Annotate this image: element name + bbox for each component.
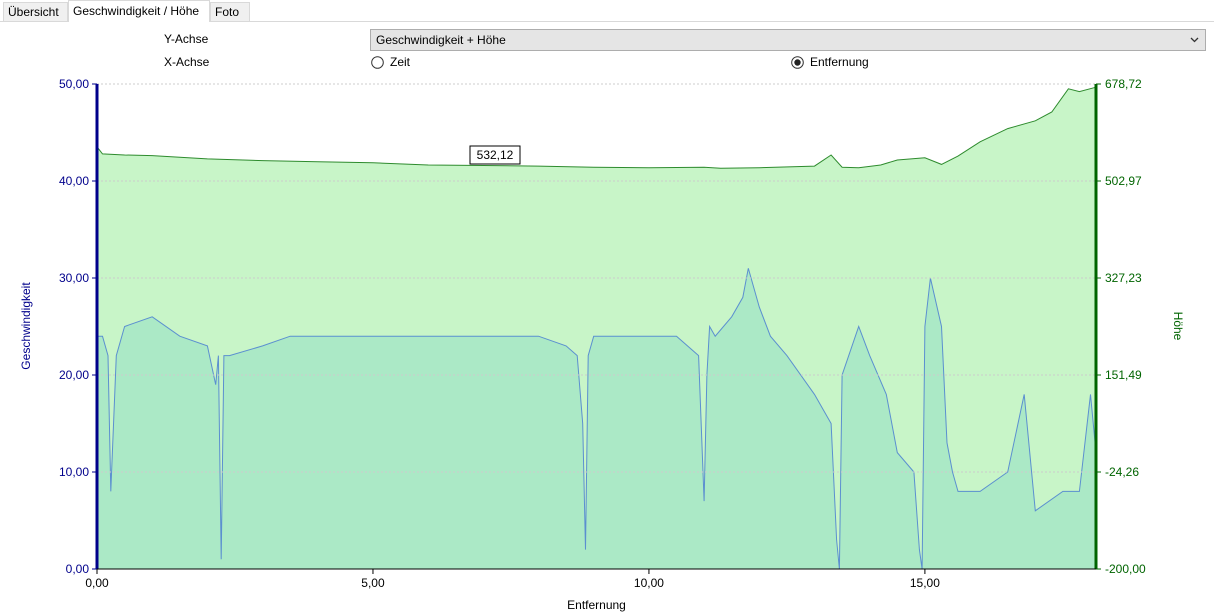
x-tick-label: 0,00 <box>85 576 109 590</box>
y-left-tick-label: 10,00 <box>59 465 89 479</box>
y-right-tick-label: 327,23 <box>1105 271 1142 285</box>
y-left-tick-label: 20,00 <box>59 368 89 382</box>
y-right-axis-title: Höhe <box>1171 312 1185 341</box>
tab-bar-divider <box>0 21 1214 22</box>
radio-unchecked-icon <box>371 56 384 69</box>
radio-zeit-label: Zeit <box>390 55 411 69</box>
speed-area <box>97 268 1096 569</box>
y-axis-label: Y-Achse <box>164 32 209 46</box>
y-left-axis-title: Geschwindigkeit <box>19 282 33 370</box>
radio-entfernung[interactable]: Entfernung <box>791 55 891 71</box>
value-tooltip-text: 532,12 <box>477 148 514 162</box>
tab-speed-elevation[interactable]: Geschwindigkeit / Höhe <box>68 0 210 22</box>
speed-line <box>97 268 1097 570</box>
radio-zeit[interactable]: Zeit <box>371 55 431 71</box>
y-left-tick-label: 40,00 <box>59 174 89 188</box>
elevation-line <box>96 86 1097 169</box>
tab-overview[interactable]: Übersicht <box>3 2 68 21</box>
x-axis-label: X-Achse <box>164 55 210 69</box>
radio-entfernung-label: Entfernung <box>810 55 869 69</box>
y-right-tick-label: 502,97 <box>1105 174 1142 188</box>
y-right-tick-label: 678,72 <box>1105 77 1142 91</box>
y-axis-dropdown[interactable]: Geschwindigkeit + Höhe <box>370 29 1206 51</box>
y-right-tick-label: 151,49 <box>1105 368 1142 382</box>
y-left-tick-label: 0,00 <box>66 562 90 576</box>
y-left-tick-label: 50,00 <box>59 77 89 91</box>
tab-bar: Übersicht Geschwindigkeit / Höhe Foto <box>0 0 1214 22</box>
value-tooltip <box>469 145 521 165</box>
chevron-down-icon <box>1190 37 1199 43</box>
x-tick-label: 15,00 <box>910 576 940 590</box>
y-right-tick-label: -200,00 <box>1105 562 1146 576</box>
radio-checked-icon <box>791 56 804 69</box>
x-tick-label: 5,00 <box>361 576 385 590</box>
x-tick-label: 10,00 <box>634 576 664 590</box>
x-axis-title: Entfernung <box>567 598 626 612</box>
y-axis-dropdown-value: Geschwindigkeit + Höhe <box>376 33 506 47</box>
y-left-tick-label: 30,00 <box>59 271 89 285</box>
y-right-tick-label: -24,26 <box>1105 465 1139 479</box>
tab-photo[interactable]: Foto <box>210 2 250 21</box>
